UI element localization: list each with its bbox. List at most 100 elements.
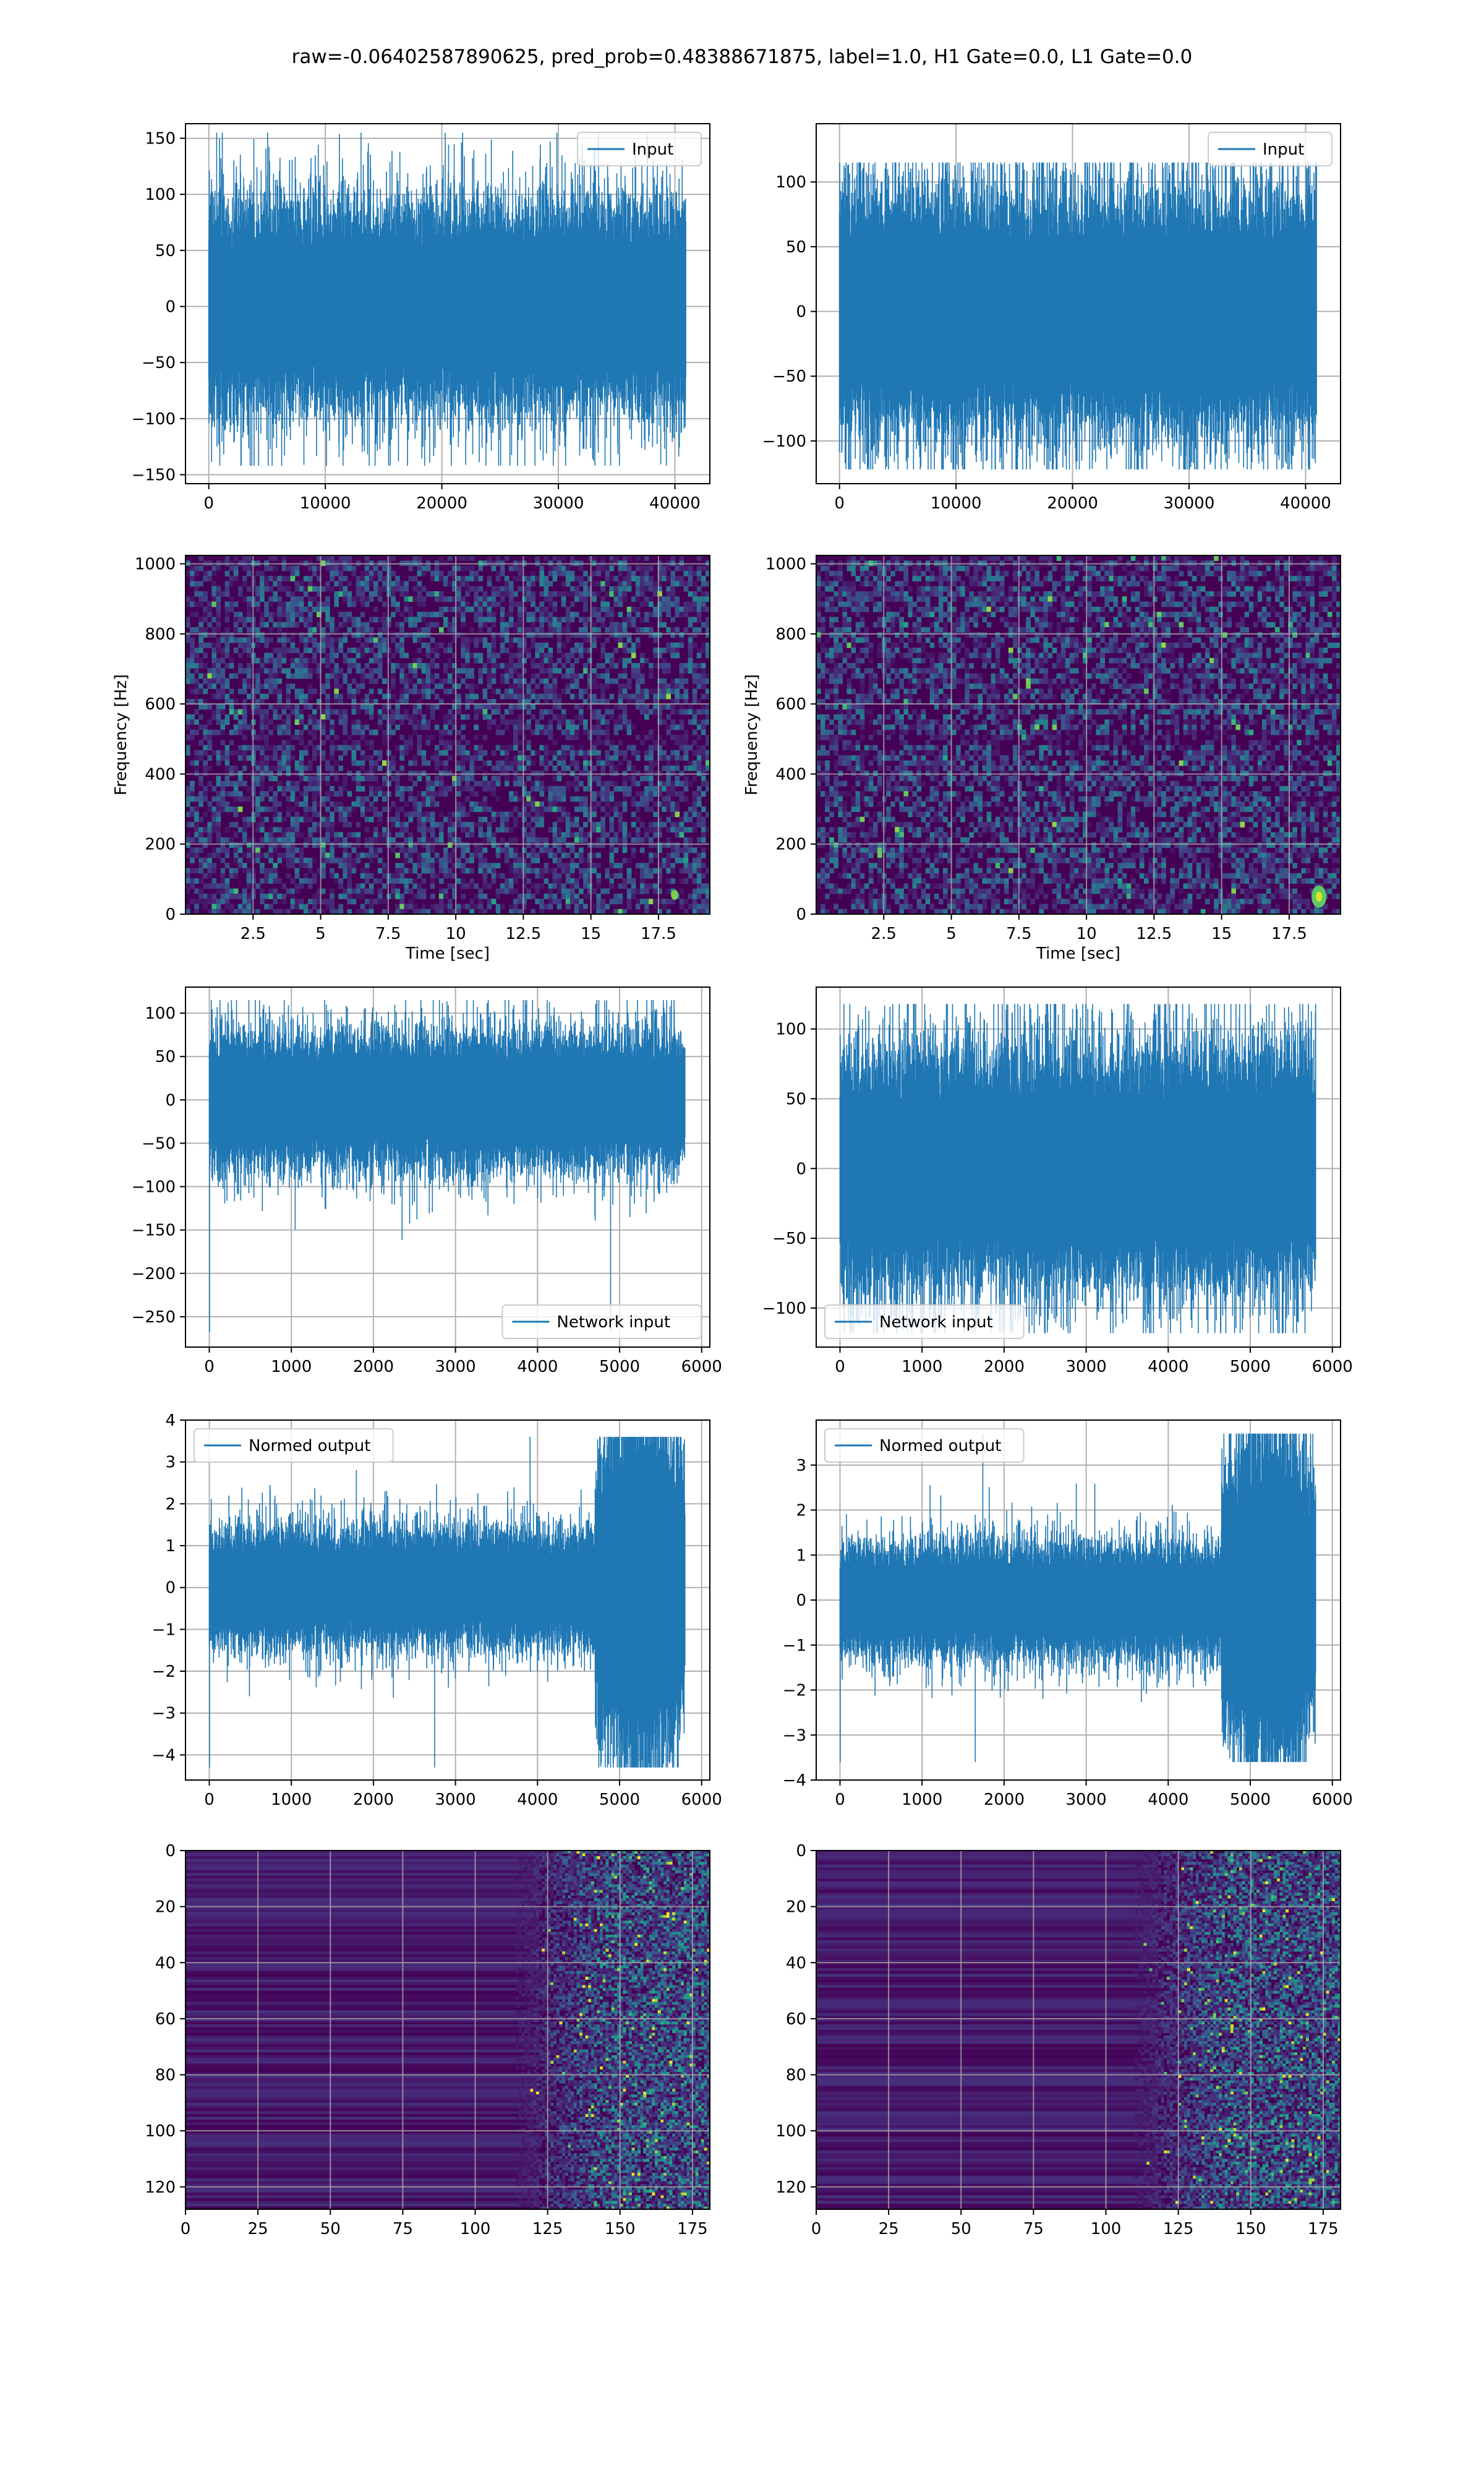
heatmap-cell: [312, 750, 317, 756]
heatmap-cell: [338, 878, 343, 884]
heatmap-cell: [548, 653, 553, 658]
x-tick-label: 5: [315, 925, 326, 943]
heatmap-cell: [636, 566, 641, 571]
heatmap-cell: [500, 607, 505, 612]
heatmap-cell: [225, 694, 230, 700]
heatmap-cell: [268, 878, 273, 884]
heatmap-cell: [592, 678, 597, 684]
heatmap-cell: [670, 596, 675, 602]
heatmap-cell: [557, 555, 562, 561]
heatmap-cell: [321, 873, 326, 879]
heatmap-cell: [548, 591, 553, 597]
heatmap-cell: [264, 894, 269, 899]
heatmap-cell: [378, 894, 383, 899]
heatmap-cell: [264, 653, 269, 658]
heatmap-cell: [596, 883, 601, 889]
heatmap-cell: [378, 714, 383, 720]
heatmap-cell: [268, 873, 273, 879]
heatmap-cell: [360, 807, 365, 812]
heatmap-cell: [369, 617, 374, 622]
heatmap-cell: [518, 622, 522, 628]
heatmap-cell: [684, 853, 689, 858]
heatmap-cell: [465, 904, 470, 909]
heatmap-cell: [509, 674, 514, 679]
heatmap-cell: [487, 807, 492, 812]
heatmap-cell: [693, 847, 697, 853]
heatmap-cell: [492, 786, 497, 792]
heatmap-cell: [264, 658, 269, 664]
heatmap-cell: [548, 627, 553, 633]
heatmap-cell: [618, 581, 623, 586]
heatmap-cell: [391, 889, 396, 894]
heatmap-cell: [295, 622, 300, 628]
heatmap-cell: [426, 863, 431, 868]
heatmap-cell: [653, 760, 658, 766]
heatmap-cell: [618, 632, 623, 638]
heatmap-cell: [229, 889, 234, 894]
heatmap-cell: [382, 566, 387, 571]
heatmap-cell: [653, 899, 658, 904]
heatmap-cell: [299, 596, 304, 602]
heatmap-cell: [649, 750, 654, 756]
heatmap-cell: [609, 853, 614, 858]
heatmap-cell: [198, 740, 203, 745]
heatmap-cell: [312, 658, 317, 664]
heatmap-cell: [535, 811, 540, 817]
heatmap-cell: [216, 607, 221, 612]
heatmap-cell: [399, 750, 404, 756]
heatmap-cell: [216, 658, 221, 664]
heatmap-cell: [347, 663, 352, 669]
heatmap-cell: [448, 555, 453, 561]
heatmap-cell: [356, 622, 361, 628]
heatmap-cell: [544, 868, 548, 873]
heatmap-cell: [548, 674, 553, 679]
heatmap-cell: [500, 596, 505, 602]
heatmap-cell: [338, 683, 343, 689]
heatmap-cell: [395, 889, 400, 894]
heatmap-cell: [596, 842, 601, 848]
heatmap-cell: [614, 555, 619, 561]
heatmap-cell: [487, 786, 492, 792]
heatmap-cell: [190, 811, 195, 817]
heatmap-cell: [255, 643, 260, 648]
heatmap-cell: [291, 822, 296, 828]
heatmap-cell: [513, 781, 518, 787]
heatmap-cell: [518, 627, 522, 633]
heatmap-cell: [281, 899, 286, 904]
heatmap-cell: [583, 868, 588, 873]
heatmap-cell: [347, 688, 352, 694]
heatmap-cell: [360, 596, 365, 602]
heatmap-cell: [474, 822, 479, 828]
heatmap-cell: [247, 899, 252, 904]
heatmap-cell: [465, 694, 470, 700]
heatmap-cell: [281, 607, 286, 612]
heatmap-cell: [216, 853, 221, 858]
heatmap-cell: [343, 612, 348, 617]
heatmap-cell: [553, 755, 558, 761]
heatmap-cell: [304, 817, 309, 823]
heatmap-cell: [321, 632, 326, 638]
heatmap-cell: [952, 555, 957, 561]
heatmap-cell: [221, 658, 226, 664]
heatmap-cell: [448, 658, 453, 664]
heatmap-cell: [500, 873, 505, 879]
heatmap-cell: [605, 658, 610, 664]
heatmap-cell: [670, 791, 675, 797]
heatmap-cell: [583, 724, 588, 730]
heatmap-cell: [378, 755, 383, 761]
heatmap-cell: [614, 766, 619, 771]
heatmap-cell: [186, 719, 190, 725]
heatmap-cell: [391, 822, 396, 828]
heatmap-cell: [535, 868, 540, 873]
heatmap-cell: [684, 678, 689, 684]
heatmap-cell: [509, 853, 514, 858]
heatmap-cell: [548, 709, 553, 715]
heatmap-cell: [492, 674, 497, 679]
heatmap-cell: [422, 791, 427, 797]
heatmap-cell: [526, 889, 531, 894]
heatmap-cell: [666, 627, 671, 633]
heatmap-cell: [268, 576, 273, 581]
heatmap-cell: [600, 596, 605, 602]
heatmap-cell: [688, 719, 693, 725]
heatmap-cell: [277, 688, 282, 694]
